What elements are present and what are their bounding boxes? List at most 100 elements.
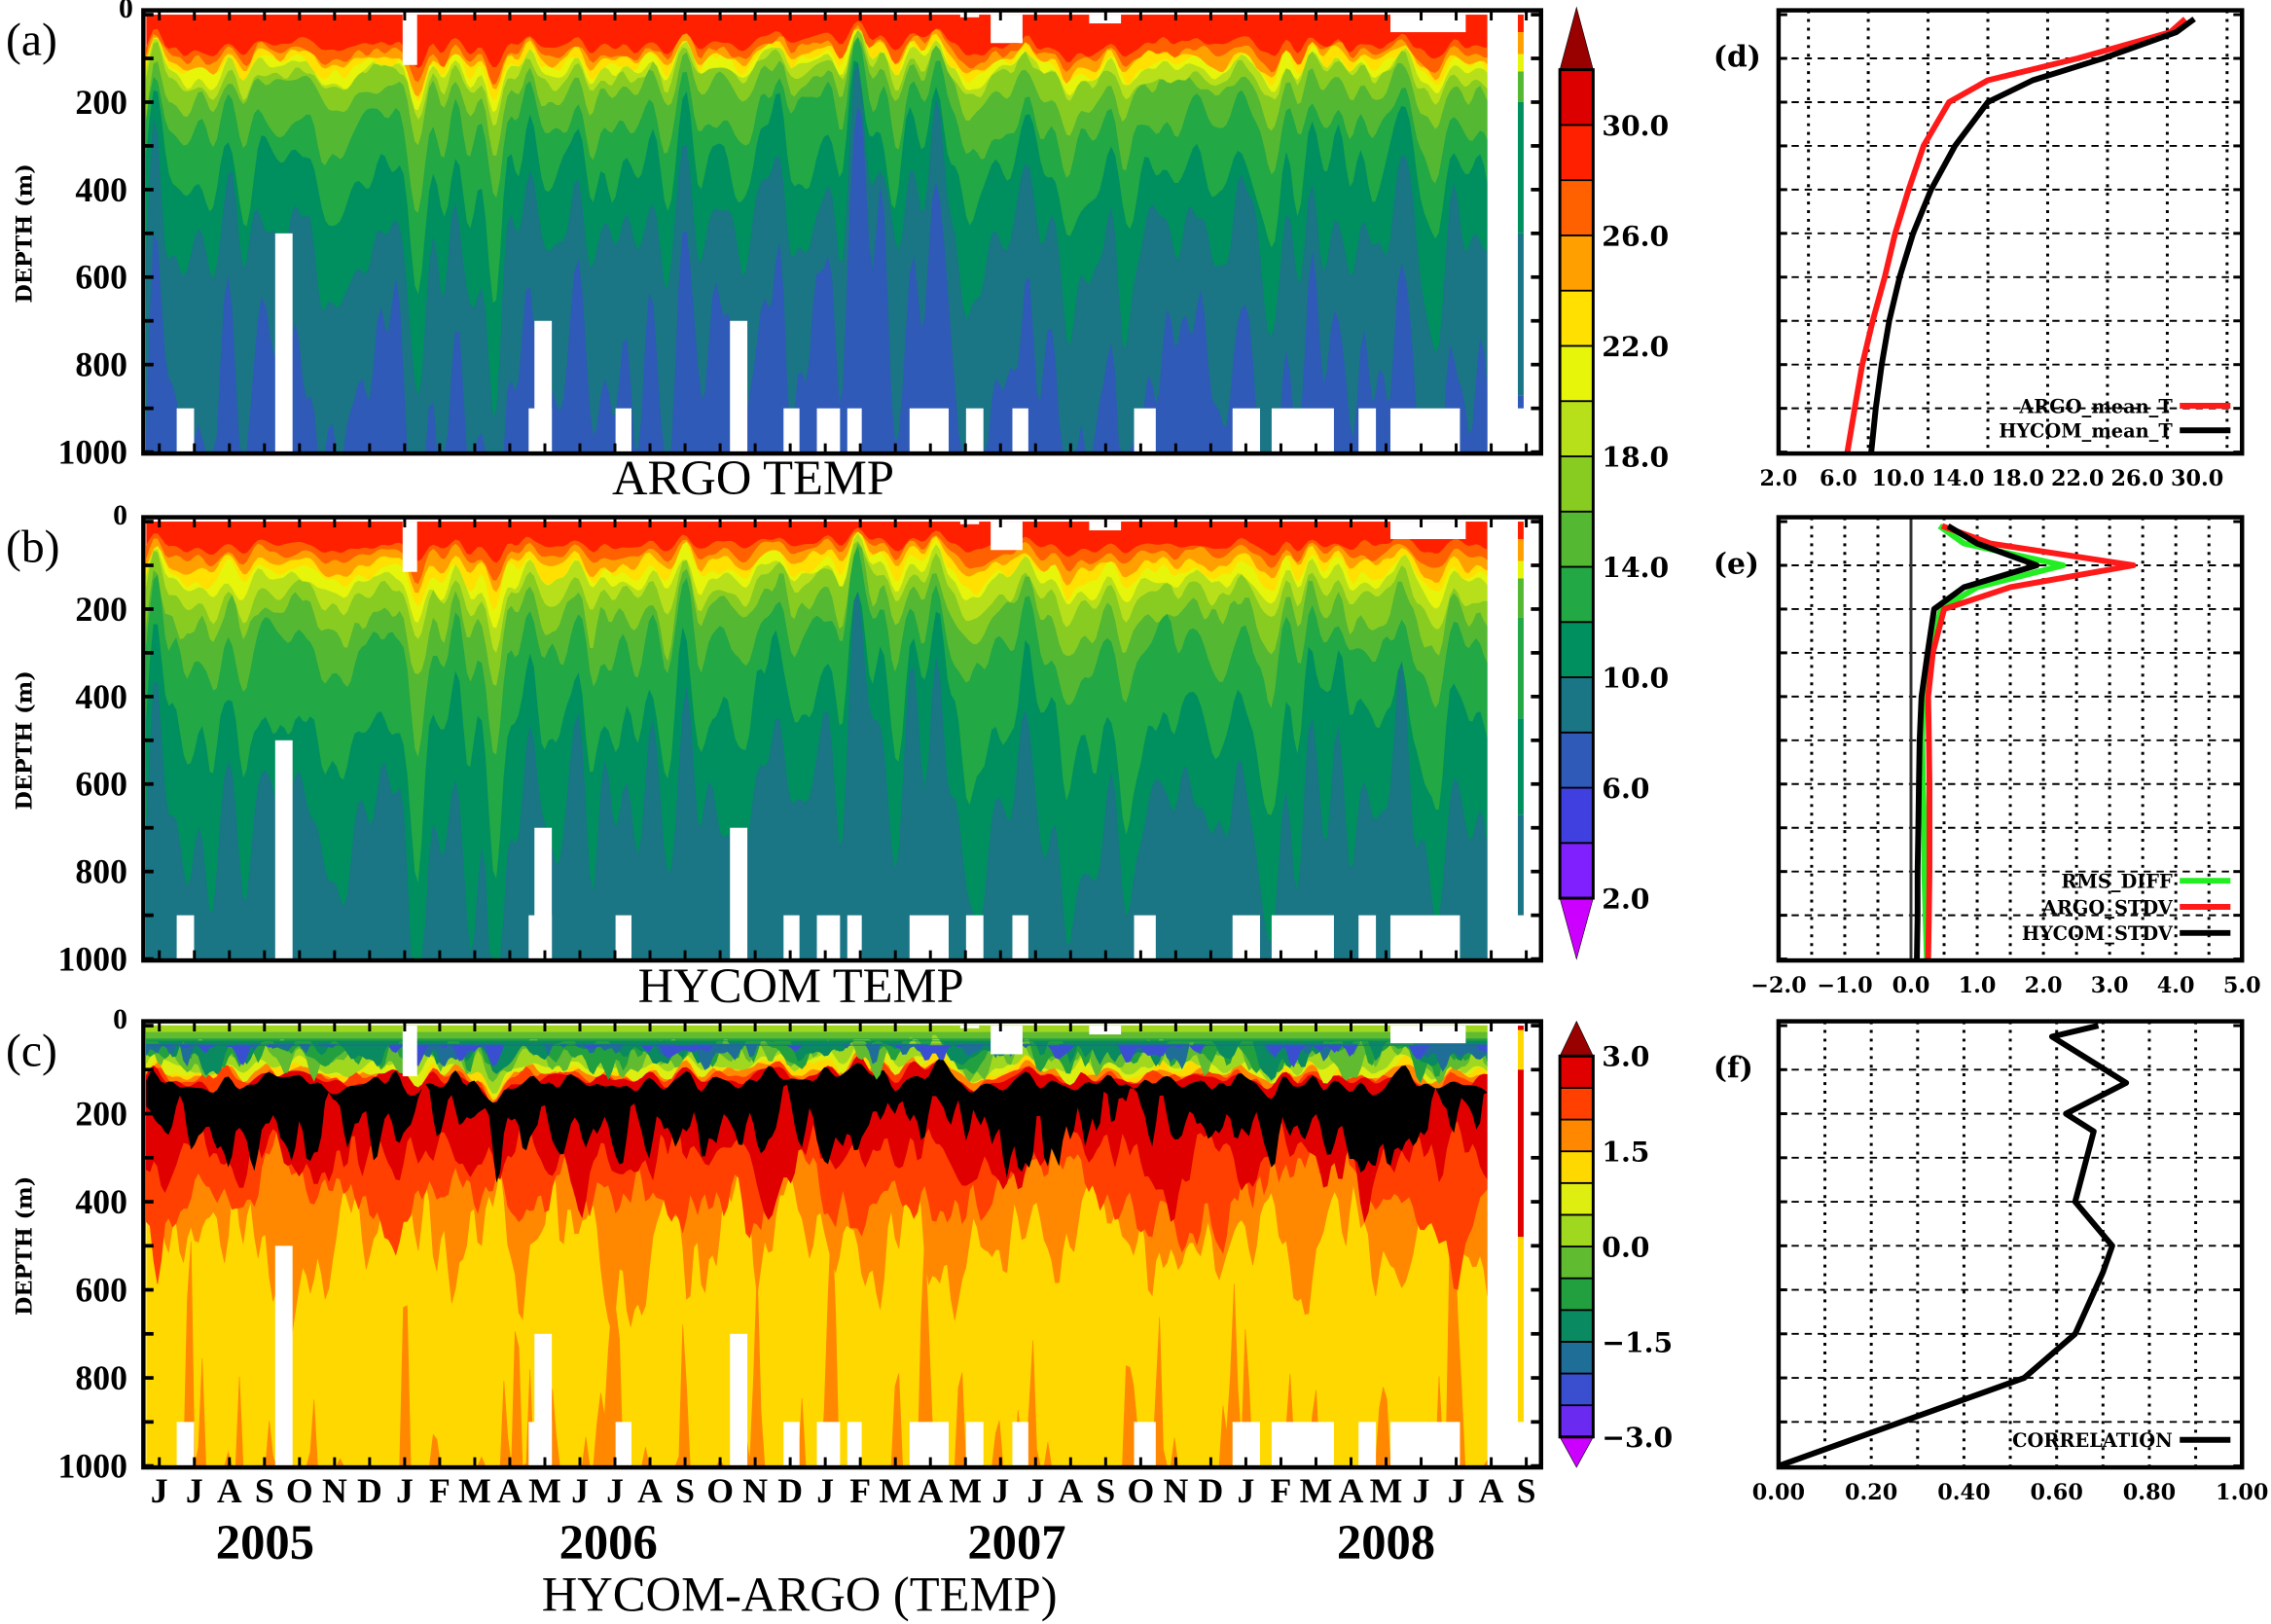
missing-data-gap (528, 915, 553, 959)
colorbar-box (1559, 676, 1595, 734)
missing-data-gap (1358, 408, 1377, 452)
missing-data-gap (1012, 408, 1028, 452)
colorbar-temp: 30.0 26.0 22.0 18.0 14.0 10.0 6.0 2.0 (1558, 6, 1669, 960)
colorbar-box (1559, 565, 1595, 624)
colorbar-label: 10.0 (1602, 661, 1669, 694)
colorbar-box (1559, 731, 1595, 789)
depth-tick-label: 0 (113, 1003, 127, 1035)
depth-tick-label: 600 (75, 258, 127, 297)
month-label: A (217, 1471, 242, 1510)
contour-field-c (146, 1025, 1489, 1467)
band-warm-3 (146, 1058, 1488, 1183)
month-label: S (675, 1471, 695, 1510)
colorbar-box (1559, 1213, 1595, 1247)
missing-data-gap (1389, 522, 1466, 540)
y-axis-label: DEPTH (m) (13, 670, 38, 810)
depth-tick-label: 0 (119, 0, 133, 24)
missing-data-gap (1389, 408, 1460, 452)
missing-data-gap (615, 408, 631, 452)
mean-profile-strip (1517, 101, 1524, 234)
colorbar-box (1559, 344, 1595, 403)
missing-data-gap (615, 1422, 631, 1466)
missing-data-gap (816, 915, 841, 959)
depth-tick-label: 0 (113, 499, 127, 531)
mean-profile-strip (1517, 395, 1524, 409)
month-label: A (497, 1471, 523, 1510)
panel-label-b: (b) (6, 523, 60, 573)
panel-label-a: (a) (6, 16, 57, 66)
missing-data-gap (615, 915, 631, 959)
depth-tick-label: 1000 (58, 433, 127, 472)
missing-data-gap (965, 408, 984, 452)
month-label: N (322, 1471, 347, 1510)
depth-tick-label: 200 (75, 1094, 127, 1133)
depth-tick-label: 400 (75, 170, 127, 209)
missing-data-gap (847, 1422, 862, 1466)
month-label: S (1096, 1471, 1115, 1510)
missing-data-gap (528, 408, 553, 452)
missing-data-gap (1012, 1422, 1028, 1466)
missing-data-gap (176, 1422, 195, 1466)
month-label: A (918, 1471, 943, 1510)
month-label: A (1339, 1471, 1364, 1510)
colorbar-box (1559, 1150, 1595, 1184)
x-tick-label: 5.0 (2223, 973, 2261, 998)
missing-data-gap (730, 320, 748, 452)
mean-profile-strip (1517, 15, 1524, 33)
missing-data-gap (176, 915, 195, 959)
colorbar-label: 1.5 (1602, 1136, 1649, 1169)
x-tick-label: 0.0 (1892, 973, 1930, 998)
missing-data-gap (1389, 1026, 1466, 1044)
panel-frame-f (1776, 1019, 2245, 1470)
colorbar-label: 6.0 (1602, 772, 1649, 805)
missing-data-gap (1389, 15, 1466, 33)
x-tick-label: 14.0 (1931, 466, 1984, 491)
mean-profile-strip (1517, 54, 1524, 72)
panel-label-c: (c) (6, 1027, 57, 1077)
colorbar-box (1559, 510, 1595, 568)
colorbar-label: 18.0 (1602, 440, 1669, 473)
colorbar-label: 3.0 (1602, 1040, 1649, 1073)
month-label: N (742, 1471, 768, 1510)
contour-field-a (146, 15, 1489, 453)
mean-profile-strip (1517, 718, 1524, 815)
month-label: O (286, 1471, 313, 1510)
panel-label-f: (f) (1713, 1052, 1753, 1086)
profile-panel-d: ARGO_mean_T HYCOM_mean_T 2.0 6.0 10.0 14.0 18.… (1713, 8, 2245, 491)
colorbar-over-triangle (1559, 1020, 1594, 1057)
missing-data-gap (847, 915, 862, 959)
colorbar-label: 30.0 (1602, 109, 1669, 142)
month-label: M (1370, 1471, 1403, 1510)
missing-data-gap (959, 522, 980, 524)
y-axis-label: DEPTH (m) (13, 1176, 38, 1316)
contour-panels: 0 200 400 600 800 1000 DEPTH (m) (a) 0 200 400 600 8… (6, 0, 1544, 1621)
panel-title-c: HYCOM-ARGO (TEMP) (542, 1567, 1058, 1621)
missing-data-gap (402, 522, 417, 572)
x-tick-label: 0.80 (2123, 1480, 2176, 1505)
mean-profile-strip (1517, 560, 1524, 579)
month-label: N (1163, 1471, 1188, 1510)
mean-profile-strip (1517, 1026, 1524, 1030)
missing-data-gap (816, 1422, 841, 1466)
month-label: D (1199, 1471, 1224, 1510)
x-tick-label: 26.0 (2111, 466, 2164, 491)
missing-data-gap (274, 233, 293, 452)
colorbar-box (1559, 1087, 1595, 1121)
x-tick-label: 0.60 (2031, 1480, 2083, 1505)
colorbar-box (1559, 1341, 1595, 1375)
x-tick-label: 10.0 (1872, 466, 1925, 491)
month-label: A (1058, 1471, 1083, 1510)
colorbar-label: 14.0 (1602, 551, 1669, 584)
month-label: D (777, 1471, 803, 1510)
colorbar-under-triangle (1559, 897, 1594, 960)
panel-title-b: HYCOM TEMP (638, 958, 964, 1013)
colorbar-box (1559, 179, 1595, 236)
x-tick-label: 18.0 (1992, 466, 2044, 491)
colorbars: 30.0 26.0 22.0 18.0 14.0 10.0 6.0 2.0 3.0 1.5 0.0 −… (1558, 6, 1673, 1468)
month-label: S (1517, 1471, 1536, 1510)
missing-data-gap (783, 1422, 800, 1466)
year-label: 2005 (216, 1515, 314, 1570)
missing-data-gap (402, 1026, 417, 1077)
missing-data-gap (959, 15, 980, 18)
month-label: D (357, 1471, 382, 1510)
